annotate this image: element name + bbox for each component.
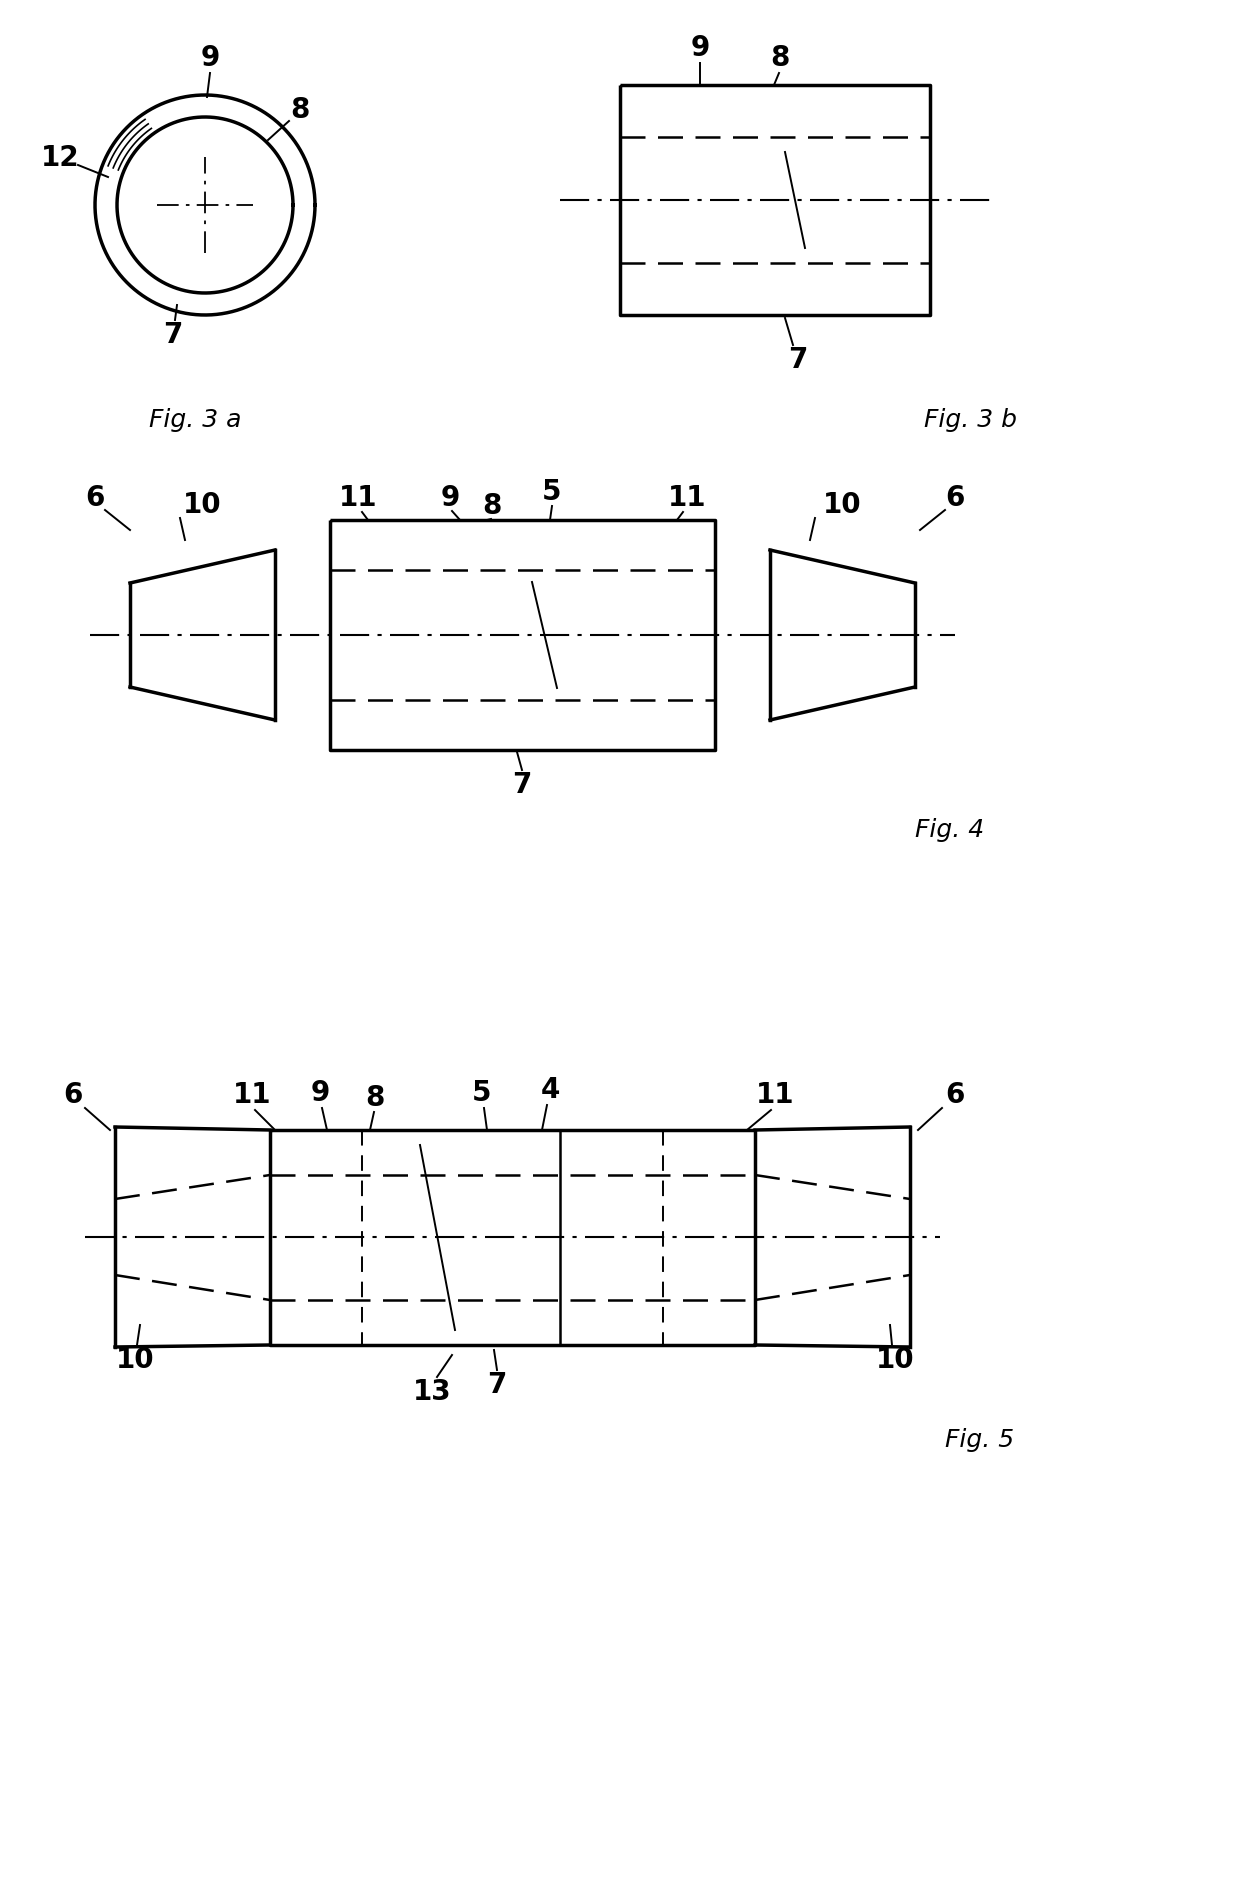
Text: 9: 9 xyxy=(201,44,219,72)
Text: 5: 5 xyxy=(542,478,562,506)
Text: 6: 6 xyxy=(86,483,104,512)
Text: 11: 11 xyxy=(668,483,707,512)
Text: 6: 6 xyxy=(945,1081,965,1109)
Text: 9: 9 xyxy=(691,34,709,63)
Text: Fig. 4: Fig. 4 xyxy=(915,817,985,842)
Text: 11: 11 xyxy=(233,1081,272,1109)
Text: 10: 10 xyxy=(182,491,221,520)
Text: 4: 4 xyxy=(541,1077,559,1103)
Text: 9: 9 xyxy=(310,1079,330,1107)
Text: 8: 8 xyxy=(366,1085,384,1111)
Text: Fig. 3 a: Fig. 3 a xyxy=(149,408,242,432)
Text: 8: 8 xyxy=(482,491,502,520)
Text: Fig. 5: Fig. 5 xyxy=(945,1428,1014,1452)
Text: 10: 10 xyxy=(115,1346,154,1375)
Text: 11: 11 xyxy=(755,1081,795,1109)
Text: 6: 6 xyxy=(945,483,965,512)
Text: Fig. 3 b: Fig. 3 b xyxy=(924,408,1017,432)
Text: 7: 7 xyxy=(164,320,182,349)
Text: 8: 8 xyxy=(290,97,310,123)
Text: 7: 7 xyxy=(789,345,807,374)
Text: 11: 11 xyxy=(339,483,377,512)
Text: 8: 8 xyxy=(770,44,790,72)
Text: 10: 10 xyxy=(875,1346,914,1375)
Text: 7: 7 xyxy=(487,1371,507,1399)
Text: 13: 13 xyxy=(413,1378,451,1407)
Text: 7: 7 xyxy=(512,772,532,798)
Text: 9: 9 xyxy=(440,483,460,512)
Text: 12: 12 xyxy=(41,144,79,173)
Text: 5: 5 xyxy=(472,1079,492,1107)
Text: 6: 6 xyxy=(63,1081,83,1109)
Text: 10: 10 xyxy=(822,491,862,520)
